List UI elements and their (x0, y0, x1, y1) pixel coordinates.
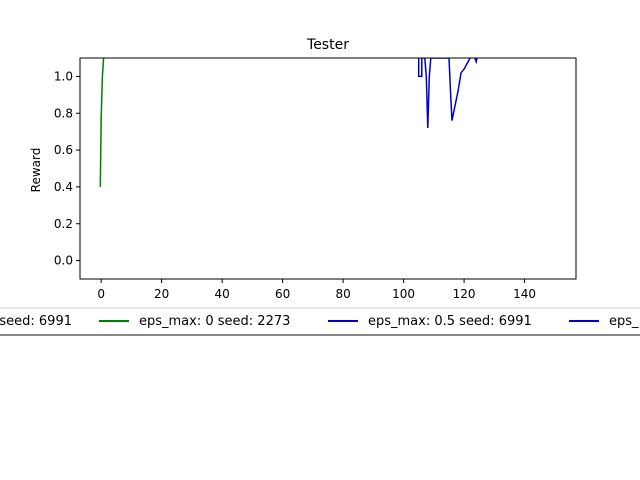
x-tick-label: 80 (335, 287, 350, 301)
y-axis-label: Reward (29, 148, 43, 193)
x-tick-label: 120 (453, 287, 476, 301)
legend-label: eps_max: 0.5 seed: 6991 (368, 314, 532, 329)
y-tick-label: 0.8 (54, 106, 73, 120)
y-tick-label: 1.0 (54, 69, 73, 83)
series-line (417, 58, 478, 129)
x-tick-label: 140 (513, 287, 536, 301)
x-tick-label: 20 (154, 287, 169, 301)
y-tick-label: 0.4 (54, 180, 73, 194)
series-line (99, 58, 105, 187)
x-tick-label: 0 (97, 287, 105, 301)
x-tick-label: 40 (215, 287, 230, 301)
legend-label: eps_max: 0 seed: 2273 (139, 314, 290, 329)
legend-label: eps_ (609, 314, 639, 329)
x-tick-label: 60 (275, 287, 290, 301)
y-tick-label: 0.2 (54, 217, 73, 231)
y-tick-label: 0.6 (54, 143, 73, 157)
plot-area-frame (79, 57, 577, 280)
chart-title: Tester (306, 37, 349, 53)
legend-label: seed: 6991 (0, 314, 72, 329)
x-tick-label: 100 (392, 287, 415, 301)
legend-box (0, 307, 640, 336)
y-tick-label: 0.0 (54, 254, 73, 268)
